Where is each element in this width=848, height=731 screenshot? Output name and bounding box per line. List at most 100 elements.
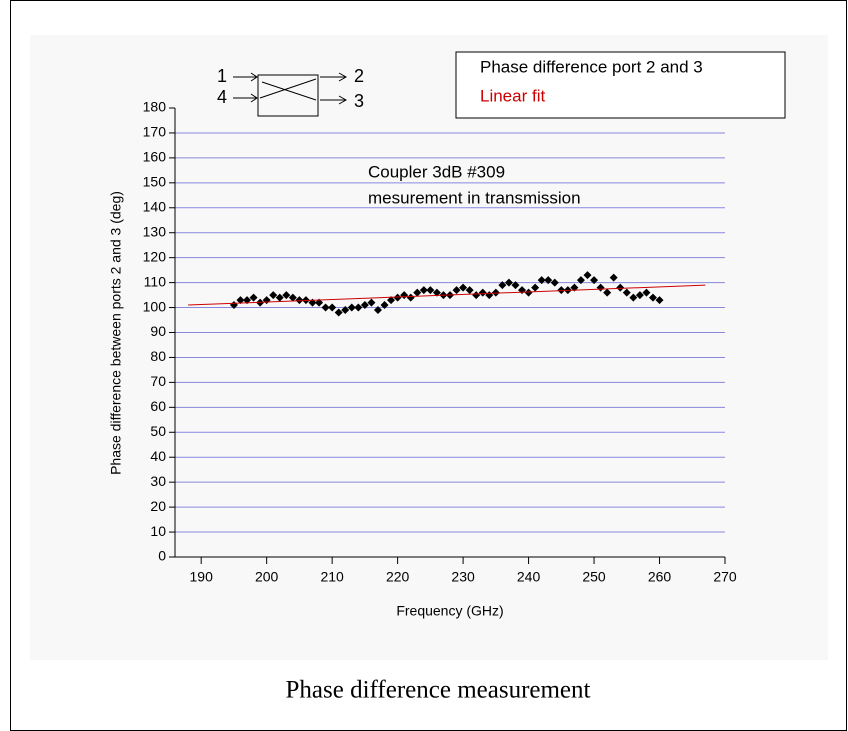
data-point [452,286,461,295]
data-point [642,288,651,297]
y-tick-label: 110 [144,273,167,289]
annotation: Coupler 3dB #309 [368,162,505,181]
y-tick-label: 160 [143,149,167,165]
data-point [282,291,291,300]
plot-background [30,35,828,660]
data-point [328,303,337,312]
data-point [432,288,441,297]
x-tick-label: 230 [451,569,475,585]
arrow-heads [250,72,348,105]
annotation: mesurement in transmission [368,188,581,207]
legend-label: Phase difference port 2 and 3 [480,57,703,76]
data-point [648,293,657,302]
data-point [249,293,258,302]
y-tick-label: 60 [150,398,166,414]
y-tick-label: 70 [150,373,166,389]
y-tick-label: 170 [143,124,167,140]
y-tick-label: 90 [150,323,166,339]
data-point [557,286,566,295]
x-tick-label: 270 [713,569,737,585]
data-point [478,288,487,297]
coupler-box [257,74,319,117]
y-tick-label: 10 [150,523,166,539]
data-point [360,301,369,310]
data-point [269,291,278,300]
data-point [616,283,625,292]
data-point [354,303,363,312]
port-label: 1 [217,66,227,86]
data-point [236,296,245,305]
port-label: 2 [354,66,364,86]
data-point [531,283,540,292]
data-point [524,288,533,297]
cross-line [261,81,317,101]
data-point [243,296,252,305]
data-point [373,306,382,315]
data-point [655,296,664,305]
x-tick-label: 210 [320,569,344,585]
data-point [347,303,356,312]
data-point [635,291,644,300]
fit-line [188,284,706,306]
y-tick-label: 180 [143,99,167,115]
data-point [321,303,330,312]
data-point [544,276,553,285]
data-point [550,278,559,287]
data-point [504,278,513,287]
y-tick-label: 140 [143,198,167,214]
y-tick-label: 20 [150,498,166,514]
x-tick-label: 220 [386,569,410,585]
data-point [387,296,396,305]
data-point [603,288,612,297]
legend-box [455,51,786,119]
data-point [583,271,592,280]
data-point [295,296,304,305]
y-tick-label: 50 [150,423,166,439]
data-point [334,308,343,317]
data-point [498,281,507,290]
data-point [576,276,585,285]
data-point [537,276,546,285]
data-point [393,293,402,302]
x-axis-label: Frequency (GHz) [396,603,503,619]
coupler-diagram [233,72,348,117]
port-label: 4 [217,87,227,107]
x-tick-label: 240 [517,569,541,585]
y-axis-label: Phase difference between ports 2 and 3 (… [108,191,124,475]
data-point [419,286,428,295]
plot: 0 10 20 30 40 50 60 70 80 90 100 110 120 130 140 150 160… [143,99,737,585]
data-point [511,281,520,290]
y-tick-label: 130 [143,223,167,239]
data-point [590,276,599,285]
data-point [367,298,376,307]
y-tick-label: 40 [150,448,166,464]
data-point [426,286,435,295]
cross-line [259,78,317,99]
y-tick-label: 0 [158,548,166,564]
x-tick-label: 190 [190,569,214,585]
data-point [406,293,415,302]
legend-label: Linear fit [480,86,545,105]
data-point [465,286,474,295]
data-point [629,293,638,302]
y-tick-label: 150 [143,174,167,190]
data-point [459,283,468,292]
caption: Phase difference measurement [286,677,591,704]
y-tick-label: 80 [150,348,166,364]
x-tick-label: 200 [255,569,279,585]
data-point [413,288,422,297]
y-tick-label: 120 [143,248,167,264]
port-label: 3 [354,91,364,111]
data-point [275,293,284,302]
data-point [622,288,631,297]
data-point [472,291,481,300]
x-tick-label: 250 [582,569,606,585]
data-point [288,293,297,302]
data-point [609,273,618,282]
data-point [491,288,500,297]
x-tick-label: 260 [648,569,672,585]
y-tick-label: 30 [150,473,166,489]
data-point [380,301,389,310]
y-tick-label: 100 [143,298,167,314]
